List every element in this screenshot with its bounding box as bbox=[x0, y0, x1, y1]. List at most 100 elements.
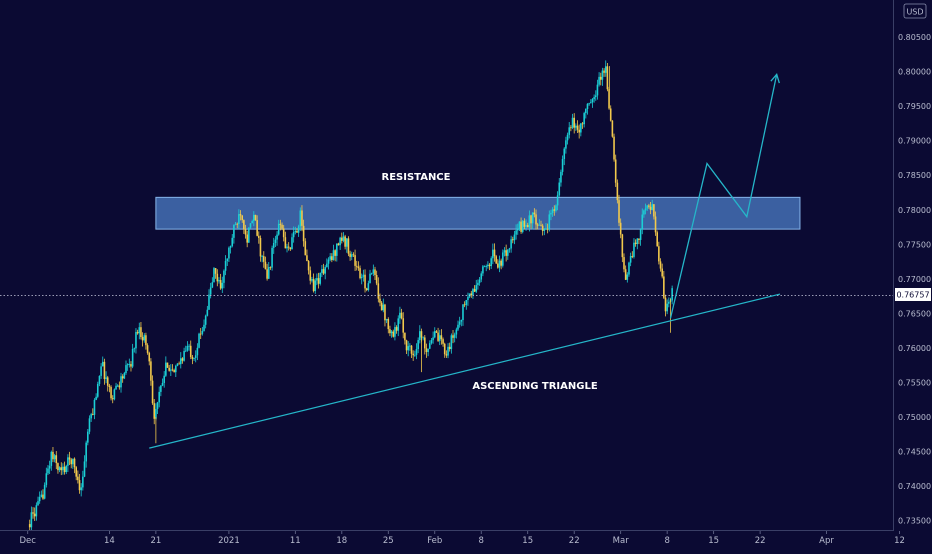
candle-body bbox=[545, 228, 547, 230]
candle-body bbox=[256, 220, 258, 236]
currency-badge[interactable] bbox=[903, 3, 927, 19]
candle-body bbox=[87, 431, 89, 443]
candle-body bbox=[125, 365, 127, 374]
candle-body bbox=[324, 267, 326, 274]
candle-body bbox=[233, 224, 235, 238]
candle-body bbox=[148, 352, 151, 362]
price-axis-background[interactable] bbox=[894, 0, 932, 550]
candle-body bbox=[546, 228, 549, 230]
resistance-zone[interactable] bbox=[155, 196, 801, 230]
candle-body bbox=[32, 512, 34, 514]
candle-body bbox=[548, 214, 551, 230]
candle-body bbox=[395, 327, 398, 331]
candle-body bbox=[282, 228, 285, 238]
candle-body bbox=[415, 349, 418, 355]
candle-body bbox=[621, 234, 624, 258]
candle-body bbox=[151, 380, 154, 404]
candle-body bbox=[658, 246, 660, 262]
candle-body bbox=[189, 345, 192, 357]
time-axis-background[interactable] bbox=[0, 531, 932, 550]
candle-body bbox=[399, 312, 401, 319]
candle-body bbox=[136, 332, 139, 334]
candle-body bbox=[163, 375, 165, 383]
candle-body bbox=[78, 480, 81, 491]
candle-body bbox=[470, 293, 473, 296]
candle-body bbox=[616, 182, 619, 201]
candle-body bbox=[90, 414, 92, 419]
candle-body bbox=[513, 234, 516, 241]
candle-body bbox=[309, 270, 312, 281]
candle-body bbox=[516, 229, 519, 231]
candle-body bbox=[585, 108, 587, 114]
candle-body bbox=[626, 274, 629, 280]
candle-body bbox=[261, 256, 263, 257]
candle-body bbox=[472, 289, 474, 296]
candle-body bbox=[334, 250, 336, 256]
time-tick-label: 11 bbox=[290, 536, 301, 546]
candle-body bbox=[140, 327, 142, 338]
candle-body bbox=[269, 267, 272, 268]
candle-body bbox=[264, 261, 267, 270]
candle-body bbox=[638, 238, 640, 240]
candle-body bbox=[158, 391, 160, 403]
candle-body bbox=[447, 346, 449, 356]
currency-label: USD bbox=[906, 8, 923, 17]
candle-body bbox=[608, 89, 610, 109]
candle-body bbox=[394, 327, 396, 337]
candle-body bbox=[482, 266, 484, 274]
time-tick-label: 22 bbox=[569, 536, 580, 546]
candle-body bbox=[659, 261, 662, 269]
candle-body bbox=[199, 333, 202, 335]
candle-body bbox=[166, 362, 169, 368]
candle-body bbox=[52, 451, 54, 460]
candle-body bbox=[55, 455, 58, 464]
candle-body bbox=[50, 451, 53, 466]
candle-body bbox=[633, 242, 635, 257]
candle-body bbox=[551, 209, 554, 213]
candle-body bbox=[601, 70, 604, 80]
candle-body bbox=[477, 282, 479, 286]
candle-body bbox=[128, 364, 131, 365]
candle-body bbox=[319, 272, 322, 284]
candle-body bbox=[460, 319, 463, 322]
candle-body bbox=[219, 280, 222, 289]
candle-body bbox=[103, 361, 106, 379]
candle-body bbox=[571, 117, 574, 128]
candle-body bbox=[327, 259, 330, 264]
time-tick-label: 21 bbox=[150, 536, 161, 546]
candle-body bbox=[606, 66, 609, 90]
candle-body bbox=[553, 209, 556, 211]
candle-body bbox=[349, 253, 351, 257]
candle-body bbox=[663, 276, 665, 298]
candle-body bbox=[271, 247, 273, 268]
projection-path[interactable] bbox=[669, 74, 778, 319]
candle-body bbox=[251, 221, 253, 224]
candle-body bbox=[223, 270, 225, 283]
candle-body bbox=[243, 220, 245, 230]
ascending-support-line[interactable] bbox=[149, 293, 781, 449]
candle-body bbox=[155, 408, 157, 419]
candle-body bbox=[209, 287, 212, 295]
candle-body bbox=[541, 225, 544, 231]
candle-body bbox=[72, 458, 74, 465]
candle-body bbox=[236, 223, 239, 225]
price-tick-label: 0.80500 bbox=[898, 33, 931, 42]
candle-body bbox=[354, 255, 356, 266]
candle-body bbox=[379, 298, 381, 303]
candle-body bbox=[204, 315, 207, 325]
candle-body bbox=[341, 237, 343, 241]
candle-body bbox=[141, 337, 144, 341]
candle-body bbox=[85, 442, 87, 462]
candle-body bbox=[473, 289, 476, 292]
candle-body bbox=[33, 513, 36, 517]
candle-body bbox=[563, 148, 566, 160]
candle-body bbox=[160, 385, 162, 392]
candle-body bbox=[238, 214, 240, 224]
price-tick-label: 0.78500 bbox=[898, 171, 931, 180]
candle-body bbox=[181, 358, 184, 361]
candle-body bbox=[465, 299, 468, 305]
candle-body bbox=[480, 273, 483, 280]
last-price-tag-box[interactable] bbox=[895, 288, 931, 301]
price-axis-labels: 0.80500 0.80000 0.79500 0.79000 0.78500 0.780… bbox=[898, 33, 931, 526]
